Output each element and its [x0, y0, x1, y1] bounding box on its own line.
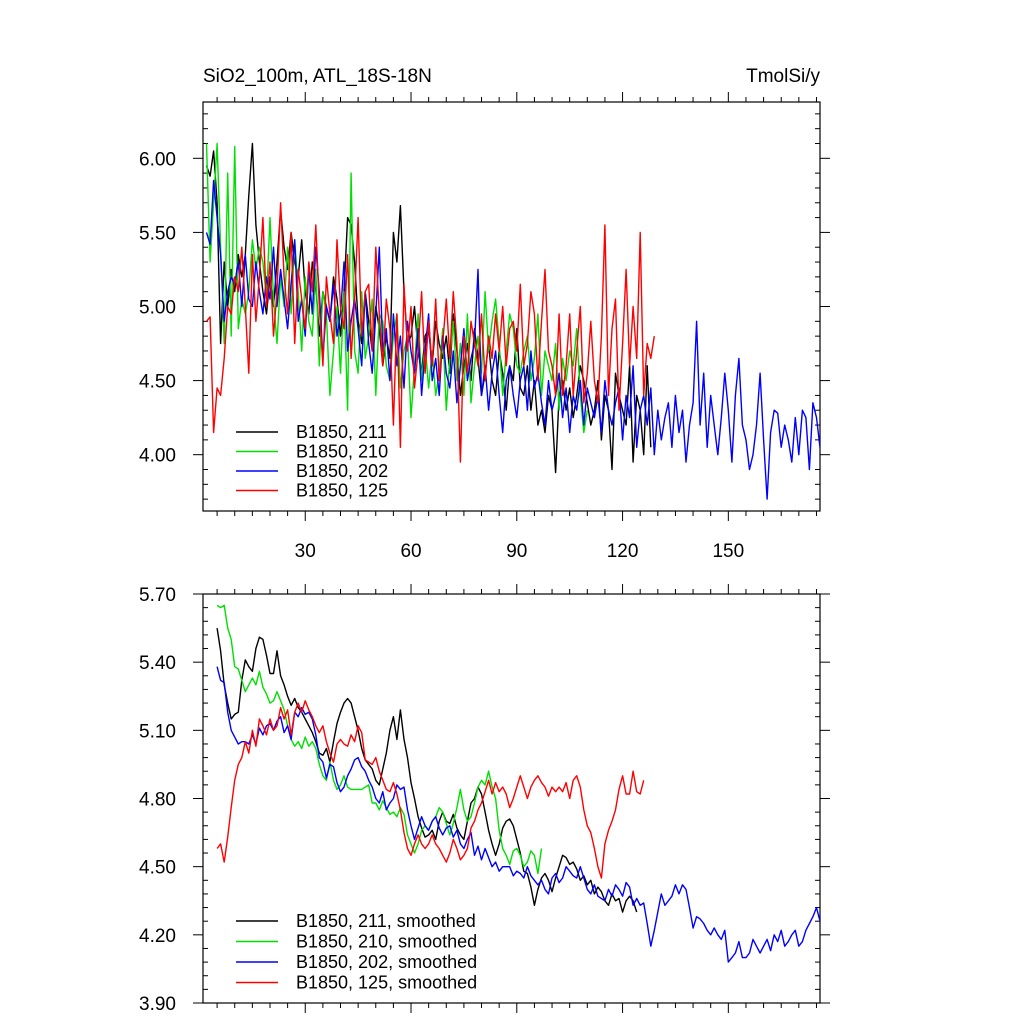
- top-legend-label: B1850, 125: [296, 481, 388, 501]
- top-panel: SiO2_100m, ATL_18S-18N TmolSi/y 4.00 4.50…: [139, 66, 830, 562]
- bottom-series-line-3: [216, 666, 820, 963]
- bottom-series-line-1: [216, 627, 638, 913]
- top-series-line-4: [205, 202, 655, 463]
- bottom-ytick-label: 4.50: [139, 858, 176, 879]
- bottom-legend-label: B1850, 202, smoothed: [296, 952, 477, 972]
- top-legend-label: B1850, 202: [296, 461, 388, 481]
- bottom-series-line-4: [216, 700, 645, 879]
- bottom-legend-label: B1850, 210, smoothed: [296, 932, 477, 952]
- bottom-panel: 3.90 4.20 4.50 4.80 5.10 5.40 5.70 B1850, 211, …: [139, 584, 830, 1015]
- top-ytick-label: 5.00: [139, 298, 176, 319]
- top-xtick-label: 60: [400, 541, 421, 562]
- top-legend-label: B1850, 211: [296, 422, 387, 442]
- top-chart-title: SiO2_100m, ATL_18S-18N: [203, 66, 432, 87]
- bottom-series-line-2: [216, 604, 543, 875]
- top-ytick-label: 4.50: [139, 372, 176, 393]
- bottom-ytick-label: 5.40: [139, 653, 176, 674]
- bottom-ytick-label: 5.10: [139, 721, 176, 742]
- bottom-legend-label: B1850, 125, smoothed: [296, 973, 477, 993]
- top-xtick-label: 120: [607, 541, 639, 562]
- bottom-ytick-label: 3.90: [139, 994, 176, 1015]
- bottom-ytick-label: 4.80: [139, 790, 176, 811]
- top-xtick-label: 30: [295, 541, 316, 562]
- bottom-ytick-label: 4.20: [139, 926, 176, 947]
- top-series-line-2: [205, 142, 588, 434]
- top-xtick-label: 150: [712, 541, 744, 562]
- top-ytick-label: 5.50: [139, 223, 176, 244]
- top-xtick-label: 90: [506, 541, 527, 562]
- bottom-axis-ticks: [193, 584, 830, 1013]
- top-chart-units: TmolSi/y: [746, 66, 820, 87]
- top-axis-ticks: [193, 92, 830, 521]
- top-legend-label: B1850, 210: [296, 442, 388, 462]
- bottom-ytick-label: 5.70: [139, 585, 176, 606]
- bottom-legend-label: B1850, 211, smoothed: [296, 911, 476, 931]
- top-ytick-label: 6.00: [139, 149, 176, 170]
- top-ytick-label: 4.00: [139, 446, 176, 467]
